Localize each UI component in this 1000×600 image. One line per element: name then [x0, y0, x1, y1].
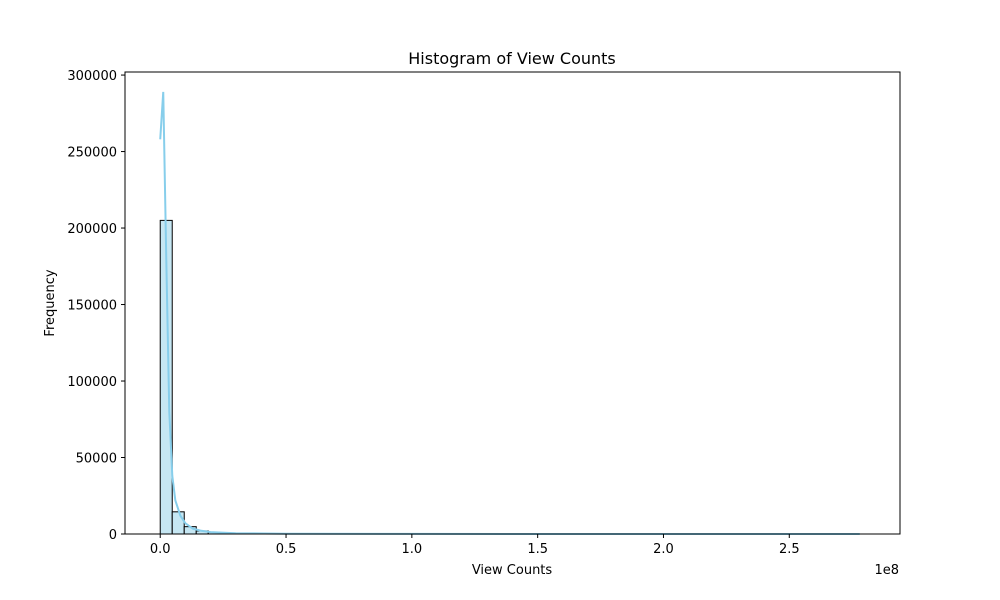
x-tick-label: 2.0 [653, 542, 674, 557]
y-axis-label: Frequency [43, 269, 58, 336]
y-tick-label: 300000 [67, 69, 117, 84]
y-tick-label: 0 [109, 528, 117, 543]
chart-title: Histogram of View Counts [408, 49, 616, 68]
histogram-bar [171, 511, 185, 535]
y-axis-ticks: 0 50000 100000 150000 200000 250000 300000 [67, 69, 125, 543]
x-axis-offset-text: 1e8 [874, 563, 899, 578]
y-tick-label: 150000 [67, 299, 117, 314]
x-tick-label: 1.0 [402, 542, 423, 557]
x-axis-label: View Counts [472, 563, 553, 578]
plot-frame [124, 71, 901, 535]
x-tick-label: 2.5 [779, 542, 800, 557]
x-axis-ticks: 0.0 0.5 1.0 1.5 2.0 2.5 [150, 534, 800, 557]
y-tick-label: 100000 [67, 375, 117, 390]
x-tick-label: 1.5 [527, 542, 548, 557]
y-tick-label: 200000 [67, 222, 117, 237]
y-tick-label: 250000 [67, 146, 117, 161]
x-tick-label: 0.5 [276, 542, 297, 557]
y-tick-label: 50000 [76, 452, 117, 467]
x-tick-label: 0.0 [150, 542, 171, 557]
